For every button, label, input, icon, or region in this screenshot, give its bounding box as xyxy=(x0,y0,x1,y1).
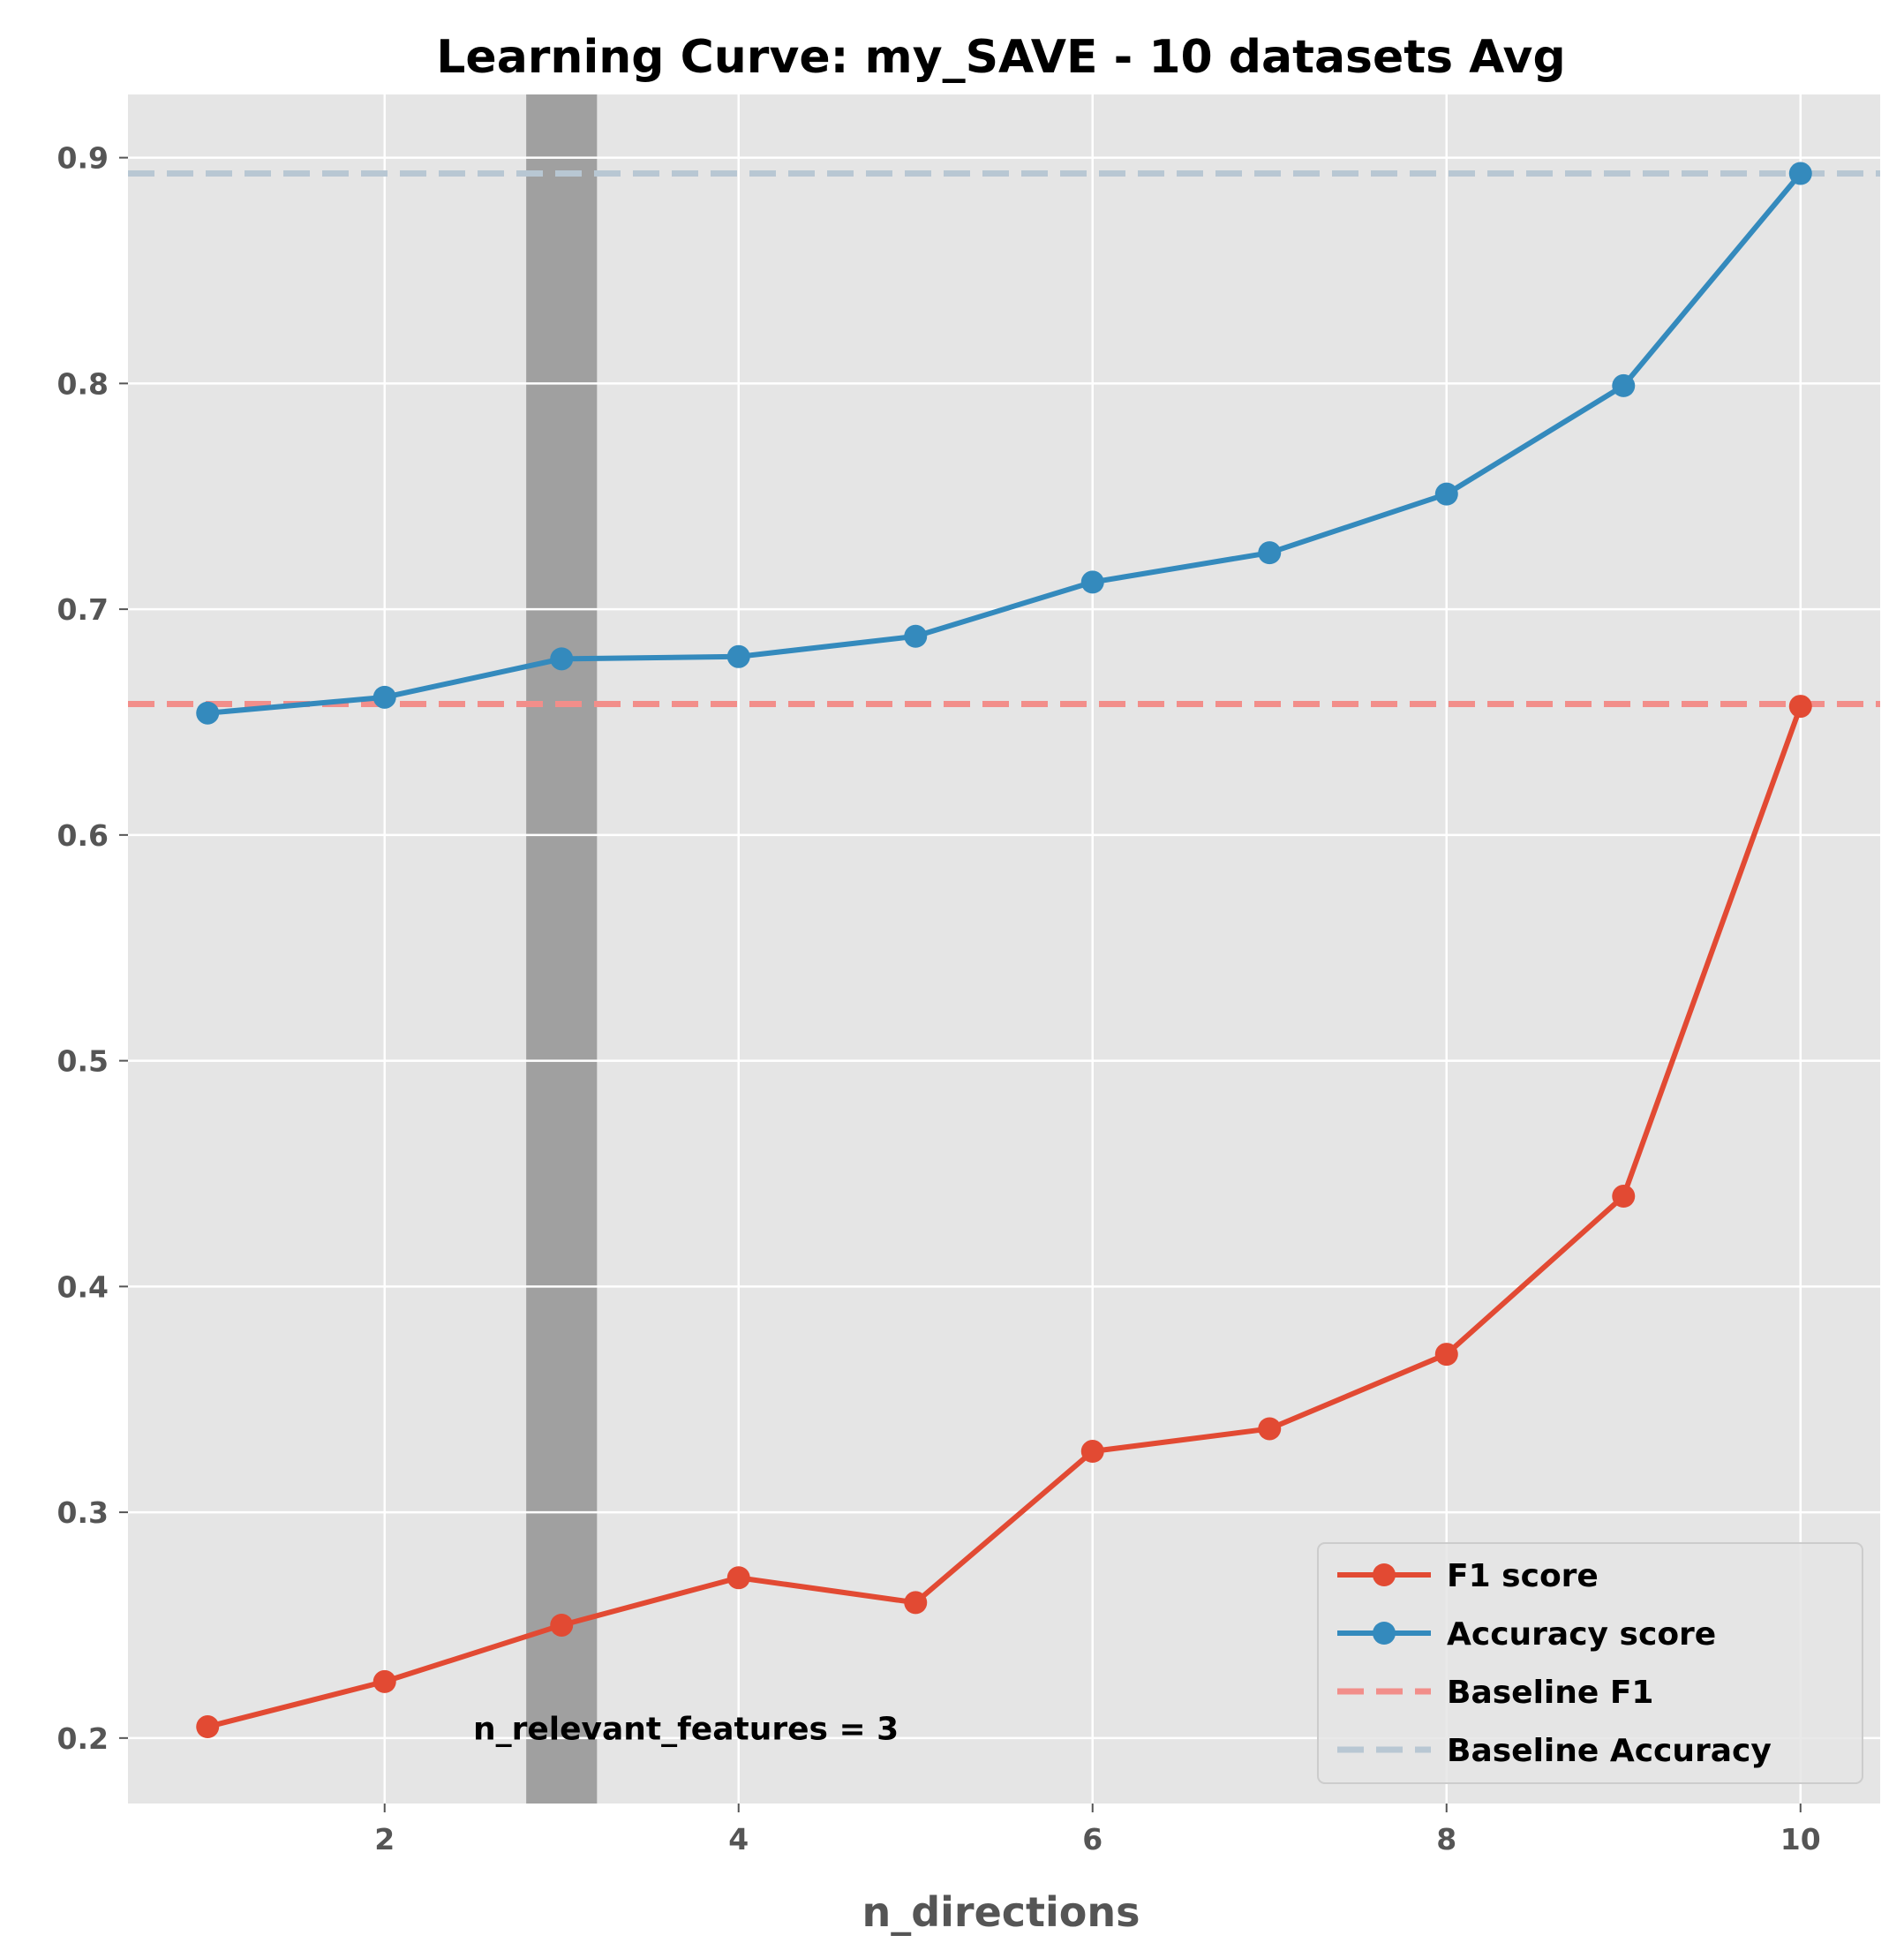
data-point xyxy=(726,1566,750,1590)
data-point xyxy=(550,647,574,671)
tick-label-layer: 2 4 6 8 10 0.2 0.3 0.4 0.5 0.6 0.7 0.8 0.9 xyxy=(57,141,1821,1856)
data-point xyxy=(904,1591,928,1615)
y-tick-label: 0.7 xyxy=(57,592,109,627)
y-tick-label: 0.5 xyxy=(57,1044,109,1079)
legend-label: Accuracy score xyxy=(1447,1616,1716,1653)
relevant-features-band xyxy=(526,94,598,1804)
y-tick-label: 0.4 xyxy=(57,1269,109,1304)
baseline-layer xyxy=(128,170,1880,708)
data-point xyxy=(1258,1417,1282,1441)
data-point xyxy=(1258,541,1282,565)
series-layer xyxy=(196,162,1812,1739)
data-point xyxy=(373,685,396,709)
x-tick-label: 2 xyxy=(374,1822,395,1856)
legend-label: Baseline Accuracy xyxy=(1447,1733,1772,1769)
data-point xyxy=(196,1715,220,1739)
data-point xyxy=(1612,1185,1636,1209)
series-line xyxy=(207,705,1803,1729)
x-tick-label: 4 xyxy=(728,1822,749,1856)
annotation-text: n_relevant_features = 3 xyxy=(473,1712,899,1748)
x-tick-label: 6 xyxy=(1082,1822,1103,1856)
data-point xyxy=(1612,373,1636,397)
legend-marker xyxy=(1373,1563,1396,1586)
data-point xyxy=(1434,1343,1458,1367)
x-tick-label: 8 xyxy=(1436,1822,1456,1856)
relevant-features-band-layer xyxy=(526,94,598,1804)
data-point xyxy=(196,701,220,725)
x-tick-label: 10 xyxy=(1780,1822,1821,1856)
series-line xyxy=(207,171,1803,716)
y-tick-label: 0.2 xyxy=(57,1721,109,1756)
data-point xyxy=(904,624,928,648)
data-point xyxy=(550,1613,574,1637)
x-axis-label: n_directions xyxy=(862,1888,1140,1936)
y-tick-label: 0.9 xyxy=(57,141,109,176)
data-point xyxy=(1080,570,1104,594)
data-point xyxy=(1080,1440,1104,1464)
y-tick-label: 0.6 xyxy=(57,818,109,853)
y-tick-label: 0.3 xyxy=(57,1495,109,1530)
chart-title: Learning Curve: my_SAVE - 10 datasets Av… xyxy=(436,31,1565,84)
data-point xyxy=(1788,695,1812,719)
plot-area xyxy=(128,94,1880,1804)
legend-box xyxy=(1317,1542,1863,1784)
data-point xyxy=(1788,162,1812,185)
legend: F1 score Accuracy score Baseline F1 Baselin… xyxy=(1317,1542,1863,1784)
legend-marker xyxy=(1373,1622,1396,1645)
y-tick-label: 0.8 xyxy=(57,366,109,401)
legend-label: Baseline F1 xyxy=(1447,1675,1653,1711)
data-point xyxy=(373,1669,396,1693)
data-point xyxy=(1434,482,1458,506)
data-point xyxy=(726,644,750,668)
legend-label: F1 score xyxy=(1447,1558,1599,1594)
